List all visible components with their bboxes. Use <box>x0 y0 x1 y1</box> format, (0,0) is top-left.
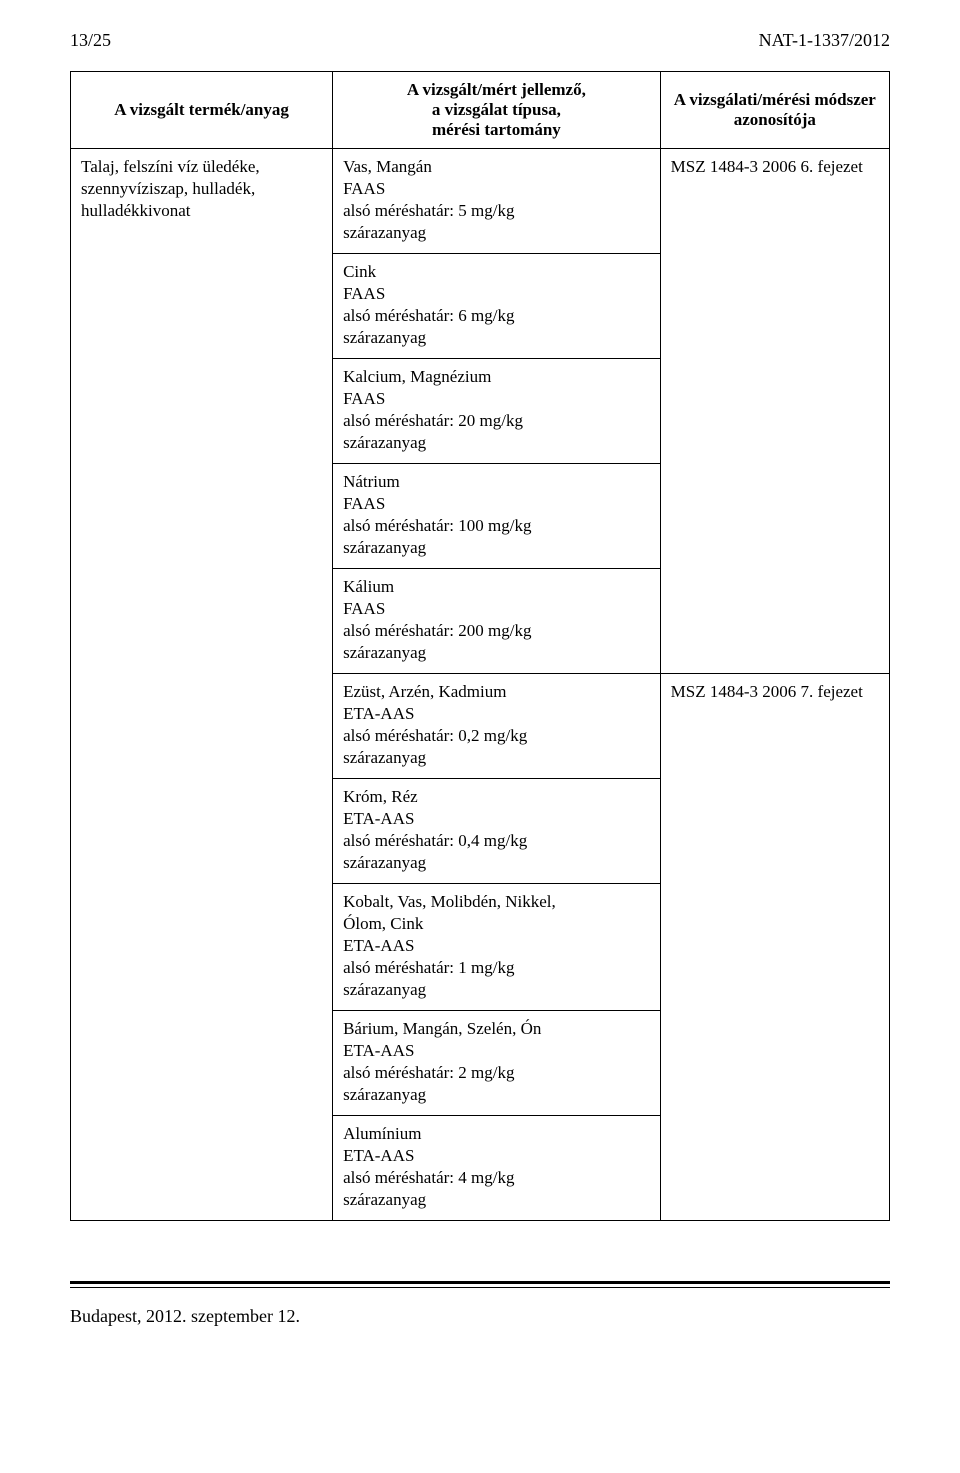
char-line: alsó méréshatár: 2 mg/kg <box>343 1063 650 1083</box>
col-header-product-text: A vizsgált termék/anyag <box>114 100 289 119</box>
char-line: ETA-AAS <box>343 936 650 956</box>
page-header: 13/25 NAT-1-1337/2012 <box>70 30 890 51</box>
char-line: FAAS <box>343 284 650 304</box>
char-line: Cink <box>343 262 650 282</box>
col-header-product: A vizsgált termék/anyag <box>71 72 333 149</box>
char-line: FAAS <box>343 179 650 199</box>
char-line: alsó méréshatár: 100 mg/kg <box>343 516 650 536</box>
char-line: alsó méréshatár: 5 mg/kg <box>343 201 650 221</box>
char-line: alsó méréshatár: 20 mg/kg <box>343 411 650 431</box>
char-line: Kobalt, Vas, Molibdén, Nikkel, <box>343 892 650 912</box>
char-line: szárazanyag <box>343 538 650 558</box>
col-header-characteristic: A vizsgált/mért jellemző, a vizsgálat tí… <box>333 72 661 149</box>
col-header-char-l2: a vizsgálat típusa, <box>343 100 650 120</box>
characteristic-cell: Vas, Mangán FAAS alsó méréshatár: 5 mg/k… <box>333 149 661 254</box>
char-line: szárazanyag <box>343 643 650 663</box>
char-line: Nátrium <box>343 472 650 492</box>
char-line: ETA-AAS <box>343 809 650 829</box>
characteristic-cell: Cink FAAS alsó méréshatár: 6 mg/kg szára… <box>333 254 661 359</box>
char-line: Ólom, Cink <box>343 914 650 934</box>
char-line: alsó méréshatár: 0,2 mg/kg <box>343 726 650 746</box>
product-l1: Talaj, felszíni víz üledéke, <box>81 157 322 177</box>
method-cell: MSZ 1484-3 2006 7. fejezet <box>660 674 889 1221</box>
char-line: FAAS <box>343 494 650 514</box>
footer-rule-top <box>70 1281 890 1284</box>
product-l2: szennyvíziszap, hulladék, <box>81 179 322 199</box>
characteristic-cell: Nátrium FAAS alsó méréshatár: 100 mg/kg … <box>333 464 661 569</box>
table-header-row: A vizsgált termék/anyag A vizsgált/mért … <box>71 72 890 149</box>
col-header-method: A vizsgálati/mérési módszer azonosítója <box>660 72 889 149</box>
footer-text: Budapest, 2012. szeptember 12. <box>70 1306 890 1327</box>
char-line: ETA-AAS <box>343 1041 650 1061</box>
char-line: FAAS <box>343 599 650 619</box>
doc-reference: NAT-1-1337/2012 <box>759 30 890 51</box>
col-header-method-l1: A vizsgálati/mérési módszer <box>671 90 879 110</box>
product-cell: Talaj, felszíni víz üledéke, szennyvízis… <box>71 149 333 1221</box>
char-line: szárazanyag <box>343 223 650 243</box>
char-line: szárazanyag <box>343 980 650 1000</box>
char-line: Króm, Réz <box>343 787 650 807</box>
char-line: Vas, Mangán <box>343 157 650 177</box>
char-line: Alumínium <box>343 1124 650 1144</box>
method-cell: MSZ 1484-3 2006 6. fejezet <box>660 149 889 674</box>
char-line: ETA-AAS <box>343 704 650 724</box>
characteristic-cell: Ezüst, Arzén, Kadmium ETA-AAS alsó mérés… <box>333 674 661 779</box>
method-text: MSZ 1484-3 2006 7. fejezet <box>671 682 863 701</box>
char-line: Kalcium, Magnézium <box>343 367 650 387</box>
char-line: alsó méréshatár: 0,4 mg/kg <box>343 831 650 851</box>
page: 13/25 NAT-1-1337/2012 A vizsgált termék/… <box>0 0 960 1473</box>
char-line: alsó méréshatár: 6 mg/kg <box>343 306 650 326</box>
char-line: ETA-AAS <box>343 1146 650 1166</box>
col-header-char-l3: mérési tartomány <box>343 120 650 140</box>
char-line: szárazanyag <box>343 1085 650 1105</box>
characteristic-cell: Kalcium, Magnézium FAAS alsó méréshatár:… <box>333 359 661 464</box>
char-line: FAAS <box>343 389 650 409</box>
col-header-char-l1: A vizsgált/mért jellemző, <box>343 80 650 100</box>
footer-rule-bottom <box>70 1287 890 1288</box>
char-line: Bárium, Mangán, Szelén, Ón <box>343 1019 650 1039</box>
method-text: MSZ 1484-3 2006 6. fejezet <box>671 157 863 176</box>
product-l3: hulladékkivonat <box>81 201 322 221</box>
char-line: szárazanyag <box>343 433 650 453</box>
page-number: 13/25 <box>70 30 111 51</box>
characteristic-cell: Alumínium ETA-AAS alsó méréshatár: 4 mg/… <box>333 1116 661 1221</box>
char-line: szárazanyag <box>343 853 650 873</box>
characteristic-cell: Bárium, Mangán, Szelén, Ón ETA-AAS alsó … <box>333 1011 661 1116</box>
char-line: szárazanyag <box>343 328 650 348</box>
char-line: alsó méréshatár: 1 mg/kg <box>343 958 650 978</box>
char-line: alsó méréshatár: 4 mg/kg <box>343 1168 650 1188</box>
char-line: szárazanyag <box>343 748 650 768</box>
characteristic-cell: Kobalt, Vas, Molibdén, Nikkel, Ólom, Cin… <box>333 884 661 1011</box>
table-row: Talaj, felszíni víz üledéke, szennyvízis… <box>71 149 890 254</box>
char-line: Ezüst, Arzén, Kadmium <box>343 682 650 702</box>
char-line: Kálium <box>343 577 650 597</box>
characteristic-cell: Króm, Réz ETA-AAS alsó méréshatár: 0,4 m… <box>333 779 661 884</box>
col-header-method-l2: azonosítója <box>671 110 879 130</box>
char-line: alsó méréshatár: 200 mg/kg <box>343 621 650 641</box>
char-line: szárazanyag <box>343 1190 650 1210</box>
characteristic-cell: Kálium FAAS alsó méréshatár: 200 mg/kg s… <box>333 569 661 674</box>
main-table: A vizsgált termék/anyag A vizsgált/mért … <box>70 71 890 1221</box>
